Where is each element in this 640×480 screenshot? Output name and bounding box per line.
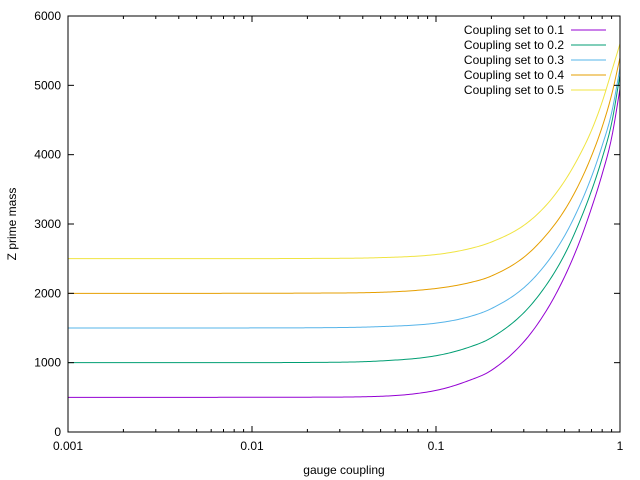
series-line-4: [68, 57, 621, 294]
series-line-1: [68, 88, 621, 398]
y-tick-label: 6000: [34, 9, 61, 23]
x-tick-label: 0.1: [428, 439, 445, 453]
series-line-5: [68, 43, 621, 260]
x-tick-label: 0.001: [53, 439, 83, 453]
y-tick-label: 1000: [34, 356, 61, 370]
y-tick-label: 2000: [34, 286, 61, 300]
axis-tick-labels: 0 1000 2000 3000 4000 5000 6000 0.001 0.01 0.1 1: [34, 9, 623, 453]
x-axis-title: gauge coupling: [303, 463, 384, 477]
y-tick-label: 5000: [34, 78, 61, 92]
series-lines: [68, 43, 621, 398]
legend-label-5: Coupling set to 0.5: [464, 83, 564, 97]
y-tick-label: 0: [54, 425, 61, 439]
legend-label-1: Coupling set to 0.1: [464, 23, 564, 37]
axis-ticks: [67, 15, 621, 433]
series-line-2: [68, 74, 621, 364]
series-line-3: [68, 67, 621, 329]
legend-label-3: Coupling set to 0.3: [464, 53, 564, 67]
x-tick-label: 1: [617, 439, 624, 453]
y-tick-label: 3000: [34, 217, 61, 231]
y-axis-title: Z prime mass: [5, 188, 19, 261]
legend-label-2: Coupling set to 0.2: [464, 38, 564, 52]
y-tick-label: 4000: [34, 148, 61, 162]
x-tick-label: 0.01: [240, 439, 264, 453]
legend-label-4: Coupling set to 0.4: [464, 68, 564, 82]
